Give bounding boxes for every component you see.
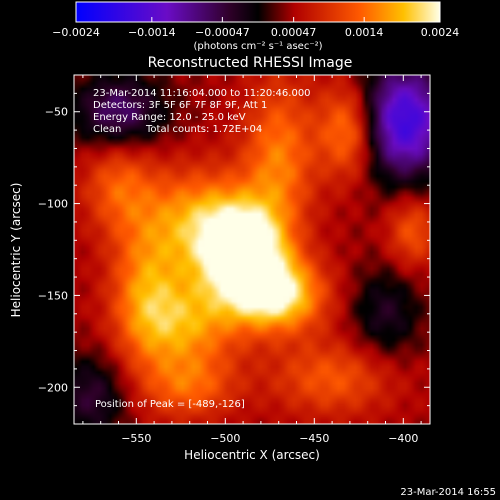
algorithm-text: Clean [93, 124, 121, 135]
colorbar-tick-label: −0.0024 [52, 26, 100, 39]
detectors-text: Detectors: 3F 5F 6F 7F 8F 9F, Att 1 [93, 100, 267, 111]
y-axis-label: Heliocentric Y (arcsec) [9, 183, 23, 318]
y-tick-label: −50 [45, 106, 68, 119]
timestamp: 23-Mar-2014 16:55 [400, 487, 496, 498]
peak-position-text: Position of Peak = [-489,-126] [95, 399, 245, 410]
x-tick-label: −550 [121, 432, 151, 445]
colorbar-tick-label: 0.00047 [271, 26, 317, 39]
colorbar-unit-label: (photons cm⁻² s⁻¹ asec⁻²) [193, 41, 322, 52]
y-tick-label: −100 [38, 198, 68, 211]
x-axis-ticks: −550 −500 −450 −400 [82, 75, 422, 445]
x-tick-label: −500 [210, 432, 240, 445]
plot-frame [73, 74, 431, 425]
heatmap-image [74, 75, 430, 424]
total-counts-text: Total counts: 1.72E+04 [145, 124, 262, 135]
x-axis-label: Heliocentric X (arcsec) [184, 448, 320, 462]
time-range-text: 23-Mar-2014 11:16:04.000 to 11:20:46.000 [93, 88, 311, 99]
chart-title: Reconstructed RHESSI Image [148, 55, 353, 71]
colorbar-tick-label: 0.0014 [345, 26, 384, 39]
y-tick-label: −200 [38, 381, 68, 394]
energy-range-text: Energy Range: 12.0 - 25.0 keV [93, 112, 246, 123]
y-tick-label: −150 [38, 289, 68, 302]
x-tick-label: −450 [299, 432, 329, 445]
y-axis-ticks: −50 −100 −150 −200 [38, 74, 430, 425]
colorbar [75, 1, 441, 23]
colorbar-tick-label: −0.0014 [128, 26, 176, 39]
colorbar-tick-label: 0.0024 [421, 26, 460, 39]
colorbar-tick-label: −0.00047 [195, 26, 250, 39]
x-tick-label: −400 [388, 432, 418, 445]
colorbar-ticks: −0.0024 −0.0014 −0.00047 0.00047 0.0014 0.002… [52, 17, 459, 39]
